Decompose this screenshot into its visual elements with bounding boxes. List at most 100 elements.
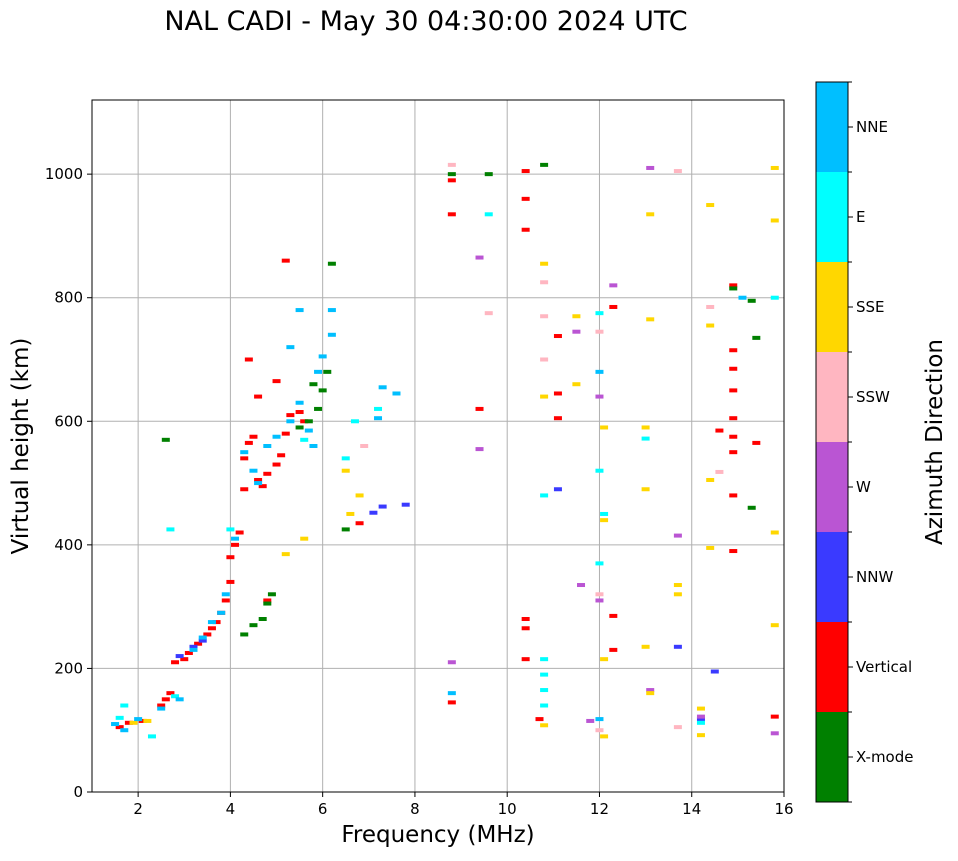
echo-point [129,720,138,725]
echo-point [304,428,313,433]
echo-point [646,691,655,696]
echo-point [696,720,705,725]
echo-point [194,641,203,646]
echo-point [258,484,267,489]
echo-point [706,304,715,309]
echo-point [770,165,779,170]
chart-title: NAL CADI - May 30 04:30:00 2024 UTC [164,6,688,37]
echo-point [189,647,198,652]
echo-point [235,530,244,535]
echo-point [124,720,133,725]
echo-point [327,332,336,337]
echo-point [314,406,323,411]
plot-frame [91,99,785,793]
colorbar-category-label: SSW [856,388,890,406]
x-tick-label: 16 [774,800,793,818]
echo-point [281,552,290,557]
echo-point [521,657,530,662]
echo-point [226,579,235,584]
echo-point [309,444,318,448]
x-axis-label: Frequency (MHz) [341,822,534,848]
echo-point [327,261,336,266]
echo-point [447,162,456,167]
echo-point [272,379,281,384]
echo-point [346,511,355,516]
echo-point [710,669,719,674]
echo-point [254,394,263,399]
echo-point [277,453,286,458]
echo-point [115,725,124,730]
y-tick-label: 600 [54,412,83,430]
echo-point [166,527,175,532]
echo-point [475,447,484,452]
y-tick-label: 200 [54,659,83,677]
echo-point [475,406,484,411]
echo-point [198,635,207,640]
echo-point [696,714,705,719]
echo-point [595,369,604,374]
echo-point [706,203,715,208]
echo-point [770,218,779,223]
echo-point [521,227,530,232]
echo-point [646,317,655,322]
echo-point [729,348,738,353]
colorbar-segment [816,532,848,623]
echo-point [540,162,549,167]
echo-point [138,718,147,723]
colorbar-segment [816,622,848,713]
echo-point [770,295,779,300]
echo-point [540,261,549,266]
echo-point [673,169,682,174]
echo-point [540,394,549,399]
echo-point [447,660,456,665]
echo-point [401,502,410,507]
echo-point [729,434,738,439]
colorbar-category-label: SSE [856,298,885,316]
echo-point [752,440,761,445]
echo-point [115,715,124,720]
echo-point [360,444,369,448]
echo-point [281,258,290,263]
echo-point [263,598,272,603]
echo-point [521,626,530,631]
echo-point [646,212,655,217]
echo-point [295,308,304,313]
echo-point [484,212,493,217]
echo-point [595,311,604,316]
echo-point [521,196,530,201]
echo-point [673,583,682,588]
echo-point [600,734,609,739]
y-tick-label: 1000 [45,165,83,183]
echo-point [304,419,313,424]
echo-point [180,657,189,662]
echo-point [540,314,549,319]
echo-point [240,632,249,637]
echo-point [770,623,779,628]
colorbar-category-label: NNW [856,568,893,586]
echo-point [378,385,387,390]
echo-point [553,487,562,492]
echo-point [198,638,207,643]
echo-point [244,440,253,445]
echo-point [715,469,724,474]
echo-point [203,632,212,637]
x-tick-label: 10 [498,800,517,818]
echo-point [263,444,272,448]
echo-point [263,601,272,606]
echo-point [226,527,235,532]
echo-point [770,714,779,719]
echo-point [747,298,756,303]
echo-point [595,592,604,597]
echo-point [641,436,650,441]
echo-point [341,527,350,532]
azimuth-colorbar: NNE E SSE SSW W NNW Vertical X-mode [815,81,913,803]
echo-points [111,162,779,739]
echo-point [300,419,309,424]
echo-point [540,723,549,728]
echo-point [318,354,327,359]
colorbar-category-label: Vertical [856,658,912,676]
echo-point [258,617,267,621]
echo-point [295,410,304,415]
echo-point [249,468,258,473]
